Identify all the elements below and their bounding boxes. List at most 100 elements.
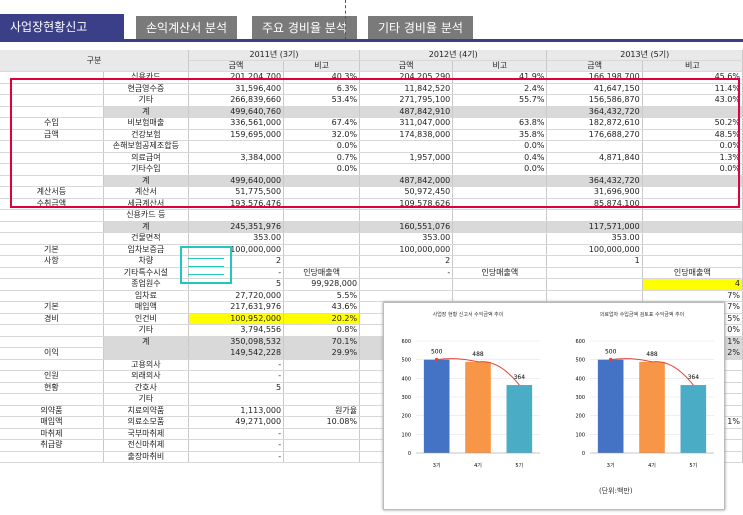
row-group-label: [0, 71, 104, 84]
row-item-label: 매입액: [103, 301, 189, 314]
amount-cell: 2: [359, 255, 454, 268]
y-tick-label: 0: [582, 451, 585, 457]
row-group-label: [0, 324, 104, 337]
header-year-2012: 2012년 (4기): [359, 50, 548, 61]
note-cell: 0.7%: [283, 152, 361, 164]
note-cell: [283, 209, 361, 222]
table-row: 기타수입 0.0% 0.0% 0.0%: [0, 163, 743, 176]
trend-point: [434, 357, 439, 362]
row-group-label: 현황: [0, 382, 104, 394]
amount-cell: 4,871,840: [546, 152, 643, 164]
data-label: 488: [646, 351, 658, 358]
row-group-label: [0, 267, 104, 279]
tab-main-expense[interactable]: 주요 경비율 분석: [252, 16, 357, 40]
note-cell: 2.4%: [452, 83, 548, 95]
amount-cell: 201,204,700: [188, 71, 285, 84]
y-tick-label: 0: [408, 451, 411, 457]
row-group-label: [0, 106, 104, 118]
amount-cell: 41,647,150: [546, 83, 643, 95]
row-group-label: [0, 278, 104, 291]
row-item-label: 계: [103, 221, 189, 233]
row-item-label: 세금계산서: [103, 198, 189, 210]
bar-3기: [423, 359, 450, 453]
table-row: 기본 임차보증금 100,000,000 100,000,000 100,000,000: [0, 244, 743, 256]
tab-income-statement[interactable]: 손익계산서 분석: [136, 16, 238, 40]
note-cell: [283, 106, 361, 118]
tab-business-report[interactable]: 사업장현황신고: [0, 14, 124, 40]
note-cell: 53.4%: [283, 94, 361, 107]
amount-cell: 364,432,720: [546, 106, 643, 118]
amount-cell: -: [188, 439, 285, 452]
amount-cell: 271,795,100: [359, 94, 454, 107]
note-cell: 99,928,000: [283, 278, 361, 291]
table-row: 종업원수 5 99,928,000 4: [0, 278, 743, 291]
note-cell: 0.0%: [642, 163, 743, 176]
note-cell: [283, 428, 361, 440]
row-group-label: 수입: [0, 117, 104, 130]
y-tick-label: 400: [575, 376, 585, 382]
row-group-label: [0, 393, 104, 406]
note-cell: 0.0%: [283, 140, 361, 153]
table-row: 계산서등 계산서 51,775,500 50,972,450 31,696,900: [0, 186, 743, 199]
amount-cell: [359, 290, 454, 302]
amount-cell: 3,384,000: [188, 152, 285, 164]
note-cell: [283, 382, 361, 394]
tab-other-expense[interactable]: 기타 경비율 분석: [368, 16, 473, 40]
row-group-label: [0, 163, 104, 176]
amount-cell: [546, 278, 643, 291]
note-cell: 5.5%: [283, 290, 361, 302]
note-cell: 7%: [642, 290, 743, 302]
header-row-years: 구분 2011년 (3기) 2012년 (4기) 2013년 (5기): [0, 50, 743, 72]
amount-cell: [546, 290, 643, 302]
table-row: 의료급여 3,384,000 0.7% 1,957,000 0.4% 4,871,840 1…: [0, 152, 743, 164]
note-cell: 41.9%: [452, 71, 548, 84]
note-cell: [283, 198, 361, 210]
amount-cell: [359, 209, 454, 222]
note-cell: 0.0%: [452, 140, 548, 153]
amount-cell: 3,794,556: [188, 324, 285, 337]
amount-cell: 336,561,000: [188, 117, 285, 130]
note-cell: 45.6%: [642, 71, 743, 84]
row-item-label: 현금영수증: [103, 83, 189, 95]
row-group-label: 금액: [0, 129, 104, 141]
row-item-label: 기타특수시설: [103, 267, 189, 279]
x-tick-label: 3기: [607, 462, 615, 469]
row-group-label: [0, 336, 104, 348]
row-item-label: 임차보증금: [103, 244, 189, 256]
amount-cell: [359, 163, 454, 176]
row-group-label: 취급량: [0, 439, 104, 452]
amount-cell: 11,842,520: [359, 83, 454, 95]
amount-cell: 5: [188, 382, 285, 394]
table-row: 계 499,640,000 487,842,000 364,432,720: [0, 175, 743, 187]
amount-cell: 193,576,476: [188, 198, 285, 210]
amount-cell: [546, 140, 643, 153]
bar-3기: [597, 359, 624, 453]
chart-popup: 사업장 현황 신고서 수익금액 추이 0 100 200 300 400 500 600 50…: [383, 302, 725, 510]
row-item-label: 비보험매출: [103, 117, 189, 130]
table-row: 수입 비보험매출 336,561,000 67.4% 311,047,000 63.8% 1…: [0, 117, 743, 130]
note-cell: [452, 221, 548, 233]
data-label: 488: [472, 351, 484, 358]
row-item-label: 출장마취비: [103, 451, 189, 463]
amount-cell: 156,586,870: [546, 94, 643, 107]
note-cell: [452, 244, 548, 256]
note-cell: 인당매출액: [283, 267, 361, 279]
data-label: 364: [688, 374, 700, 381]
note-cell: [283, 359, 361, 371]
note-cell: [642, 221, 743, 233]
table-row: 신용카드 201,204,700 40.3% 204,205,290 41.9% 166,…: [0, 71, 743, 84]
trend-point: [608, 357, 613, 362]
table-row: 계 499,640,760 487,842,910 364,432,720: [0, 106, 743, 118]
amount-cell: [188, 140, 285, 153]
amount-cell: 85,874,100: [546, 198, 643, 210]
note-cell: 20.2%: [283, 313, 361, 325]
note-cell: [452, 198, 548, 210]
row-item-label: 전신마취제: [103, 439, 189, 452]
tab-underline: [0, 39, 743, 42]
row-item-label: 의료소모품: [103, 416, 189, 429]
note-cell: 11.4%: [642, 83, 743, 95]
bar-5기: [680, 385, 707, 453]
chart-title: 사업장 현황 신고서 수익금액 추이: [432, 312, 504, 318]
trend-line: [610, 358, 694, 386]
note-cell: [283, 370, 361, 383]
